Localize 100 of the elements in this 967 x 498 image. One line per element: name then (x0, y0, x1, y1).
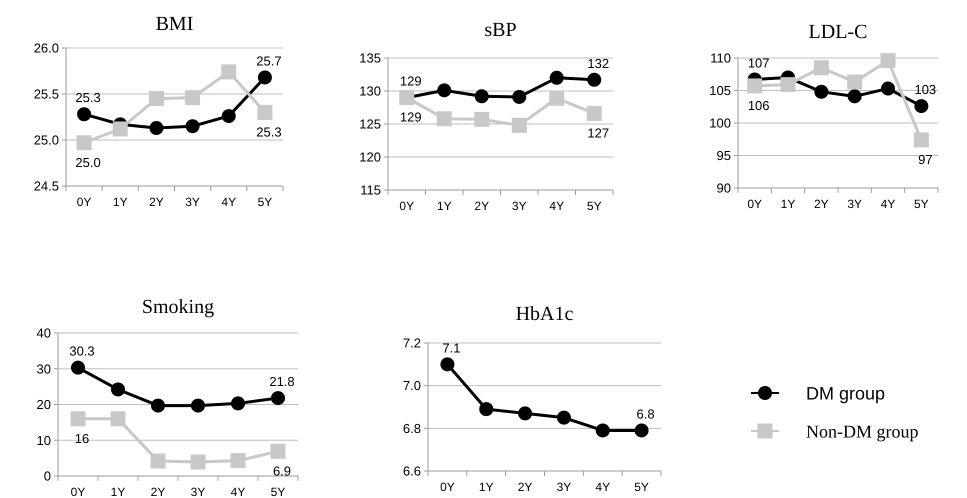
chart-title: Smoking (142, 296, 214, 318)
point (479, 402, 494, 416)
y-tick-label: 115 (360, 182, 381, 198)
data-label: 25.0 (75, 154, 101, 170)
data-label: 25.3 (256, 124, 282, 140)
data-label: 107 (748, 55, 770, 70)
x-tick-label: 3Y (190, 485, 206, 498)
data-label: 21.8 (269, 374, 295, 390)
point (110, 411, 126, 426)
x-tick-label: 2Y (474, 199, 490, 213)
y-tick-label: 20 (36, 397, 51, 412)
point (596, 423, 610, 438)
data-label: 30.3 (69, 344, 95, 359)
data-label: 129 (400, 74, 422, 89)
x-tick-label: 5Y (586, 199, 602, 213)
y-tick-label: 110 (710, 50, 731, 66)
x-tick-label: 4Y (880, 197, 896, 211)
data-label: 25.7 (256, 53, 282, 68)
y-tick-label: 0 (44, 468, 51, 484)
point (474, 89, 489, 104)
x-tick-label: 0Y (70, 485, 86, 498)
y-tick-label: 25.5 (34, 86, 59, 102)
x-tick-label: 4Y (549, 199, 564, 213)
x-tick-label: 5Y (634, 480, 649, 494)
y-tick-label: 100 (709, 116, 731, 131)
data-label: 129 (400, 110, 422, 125)
data-label: 6.8 (636, 406, 655, 422)
x-tick-label: 5Y (258, 195, 272, 209)
x-tick-label: 2Y (150, 485, 166, 498)
x-tick-label: 5Y (914, 197, 929, 211)
point (914, 99, 928, 114)
point (230, 453, 246, 468)
y-tick-label: 25.0 (34, 132, 59, 148)
y-tick-label: 130 (359, 84, 381, 99)
y-tick-label: 7.0 (402, 378, 421, 394)
x-tick-label: 5Y (270, 485, 286, 498)
y-tick-label: 26.0 (34, 40, 59, 56)
y-tick-label: 6.6 (402, 464, 421, 479)
x-tick-label: 0Y (76, 195, 92, 209)
point (149, 121, 164, 136)
point (221, 64, 236, 80)
x-tick-label: 4Y (230, 485, 246, 498)
x-tick-label: 1Y (112, 195, 128, 209)
y-tick-label: 105 (709, 83, 731, 98)
point (848, 89, 862, 104)
point (549, 90, 564, 106)
point (111, 382, 125, 396)
x-tick-label: 2Y (518, 480, 532, 494)
point (151, 398, 165, 413)
point (271, 391, 285, 406)
legend-label: Non-DM group (806, 421, 918, 442)
y-tick-label: 120 (359, 150, 381, 165)
x-tick-label: 1Y (110, 485, 126, 498)
point (880, 53, 896, 68)
x-tick-label: 0Y (440, 480, 455, 494)
data-label: 7.1 (442, 340, 460, 356)
point (270, 444, 286, 459)
y-tick-label: 10 (36, 432, 51, 448)
data-label: 97 (918, 152, 933, 167)
data-label: 25.3 (75, 90, 101, 106)
chart-title: HbA1c (516, 303, 574, 325)
point (847, 74, 862, 90)
point (881, 82, 895, 96)
y-tick-label: 7.2 (402, 336, 421, 351)
point (191, 398, 205, 413)
x-tick-label: 3Y (512, 199, 527, 213)
y-tick-label: 125 (359, 116, 381, 132)
point (440, 357, 454, 372)
y-tick-label: 6.8 (402, 420, 421, 436)
point (474, 112, 490, 127)
point (222, 109, 236, 124)
point (190, 454, 206, 470)
point (634, 423, 649, 438)
point (150, 453, 166, 468)
point (556, 410, 571, 425)
x-tick-label: 1Y (478, 480, 494, 494)
data-label: 103 (914, 82, 936, 98)
point (747, 78, 762, 94)
x-tick-label: 1Y (780, 197, 796, 211)
data-label: 127 (587, 125, 610, 140)
y-tick-label: 30 (36, 361, 51, 376)
point (437, 83, 452, 98)
x-tick-label: 1Y (436, 199, 452, 213)
point (587, 72, 602, 87)
chart-title: LDL-C (808, 21, 868, 43)
x-tick-label: 3Y (185, 195, 200, 209)
point (586, 106, 602, 121)
data-label: 132 (587, 56, 610, 71)
point (186, 119, 200, 134)
point (550, 70, 564, 85)
point (518, 406, 532, 420)
x-tick-label: 4Y (221, 195, 236, 209)
data-label: 16 (74, 430, 90, 446)
point (258, 70, 272, 84)
x-tick-label: 3Y (847, 197, 862, 211)
y-tick-label: 40 (36, 326, 51, 341)
point (914, 132, 929, 148)
x-tick-label: 0Y (747, 197, 762, 211)
point (76, 135, 92, 150)
point (70, 411, 86, 426)
